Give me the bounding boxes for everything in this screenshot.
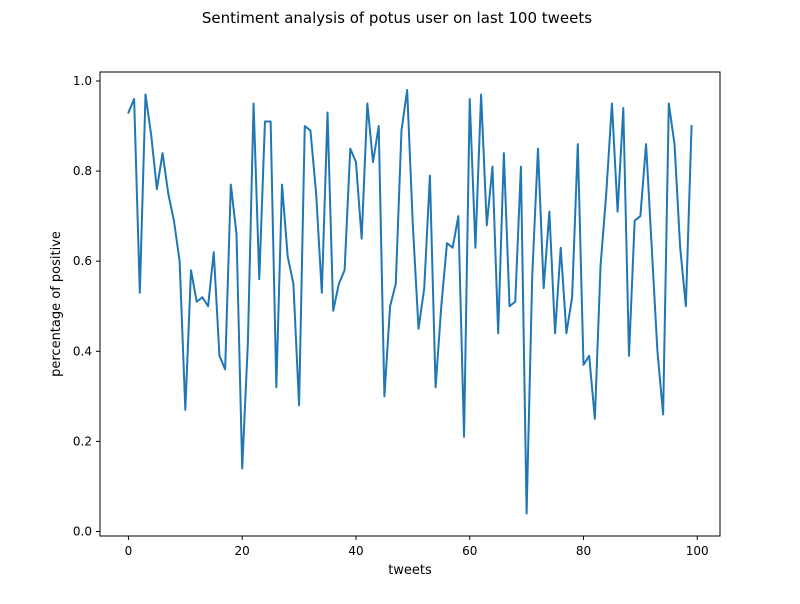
x-axis-ticks: 0 20 40 60 80 100: [125, 536, 709, 558]
x-tick-label: 40: [348, 544, 363, 558]
y-tick-label: 0.6: [73, 254, 92, 268]
plot-frame: [99, 71, 721, 537]
y-tick-label: 0.2: [73, 434, 92, 448]
y-tick-label: 0.8: [73, 164, 92, 178]
y-tick-label: 1.0: [73, 74, 92, 88]
series-layer: [127, 89, 693, 515]
y-axis-label: percentage of positive: [49, 231, 64, 377]
series-line: [127, 89, 693, 515]
x-tick-label: 20: [235, 544, 250, 558]
x-tick-label: 80: [576, 544, 591, 558]
y-axis-ticks: 0.0 0.2 0.4 0.6 0.8 1.0: [73, 74, 100, 538]
y-tick-label: 0.0: [73, 524, 92, 538]
y-tick-label: 0.4: [73, 344, 92, 358]
x-tick-label: 0: [125, 544, 133, 558]
x-tick-label: 60: [462, 544, 477, 558]
x-axis-label: tweets: [388, 563, 432, 578]
chart-title: Sentiment analysis of potus user on last…: [202, 9, 592, 27]
x-tick-label: 100: [686, 544, 709, 558]
